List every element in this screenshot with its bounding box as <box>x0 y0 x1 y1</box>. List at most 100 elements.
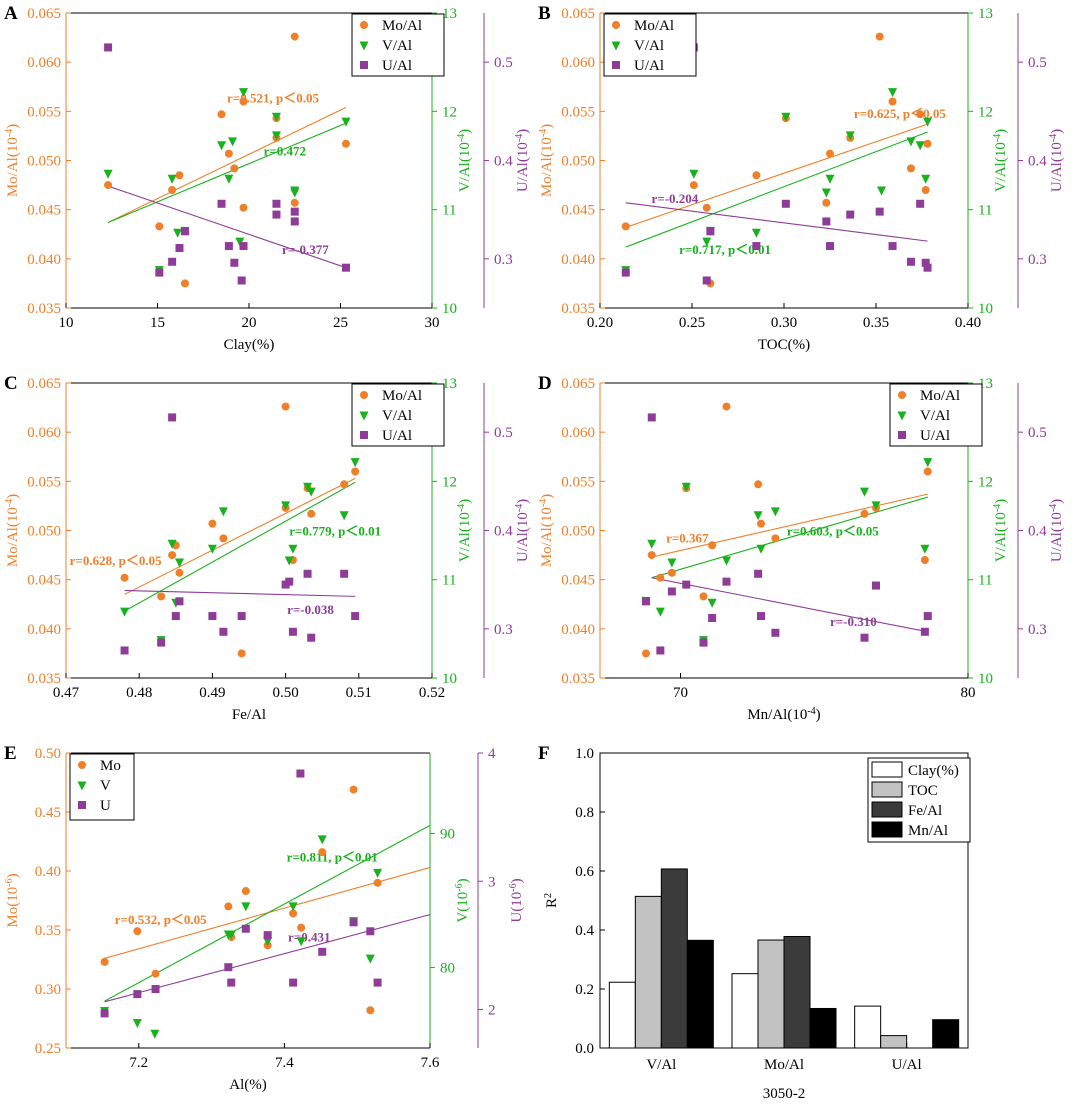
legend-label: U/Al <box>634 58 664 74</box>
y1-tick-label: 0.055 <box>561 474 595 490</box>
data-point <box>151 969 160 978</box>
y1-tick-label: 0.040 <box>27 622 61 638</box>
x-tick-label: V/Al <box>646 1057 676 1073</box>
y1-axis-label: Mo/Al(10-4) <box>538 124 556 197</box>
data-point <box>707 598 717 608</box>
y1-tick-label: 0.50 <box>35 746 61 762</box>
data-point <box>237 612 246 621</box>
data-point <box>100 1009 109 1018</box>
x-tick-label: 0.40 <box>955 315 981 331</box>
y2-tick-label: 11 <box>442 573 456 589</box>
data-point <box>151 985 160 993</box>
panel-label: F <box>538 743 550 764</box>
data-point <box>667 587 676 596</box>
y1-tick-label: 0.055 <box>561 104 595 120</box>
data-point <box>647 539 657 549</box>
data-point <box>100 957 109 966</box>
panel-a: A 10 15 20 25 30 Clay(%) 0.035 0.040 0.045 0.050 0.… <box>4 3 532 353</box>
fit-label: r=0.532, p＜0.05 <box>115 912 207 927</box>
data-point <box>157 638 166 647</box>
legend-swatch <box>871 821 903 838</box>
x-tick-label: 10 <box>59 315 74 331</box>
y3-tick-label: 0.3 <box>494 622 513 638</box>
fit-label: r=-0.377 <box>282 242 329 257</box>
legend-label: V/Al <box>634 38 664 54</box>
data-point <box>906 137 916 147</box>
y1-tick-label: 0.060 <box>561 55 595 71</box>
y1-tick-label: 0.065 <box>27 6 61 22</box>
y2-tick-label: 10 <box>978 301 993 317</box>
y1-tick-label: 0.040 <box>561 622 595 638</box>
bar <box>608 981 636 1049</box>
fit-label: r=0.367 <box>666 530 709 545</box>
data-point <box>365 954 375 964</box>
legend-marker <box>898 431 906 439</box>
x-tick-label: 70 <box>673 685 688 701</box>
data-point <box>219 534 228 543</box>
fit-line <box>107 185 347 269</box>
data-point <box>822 217 831 226</box>
data-point <box>821 188 831 198</box>
data-point <box>920 627 929 636</box>
data-point <box>647 551 656 560</box>
data-point <box>689 181 698 190</box>
y3-tick-label: 0.3 <box>1028 252 1047 268</box>
data-point <box>168 551 177 560</box>
data-point <box>290 32 299 41</box>
data-point <box>208 612 217 621</box>
data-point <box>825 174 835 184</box>
data-point <box>373 978 382 987</box>
y1-tick-label: 0.035 <box>561 301 595 317</box>
legend-marker <box>359 411 369 421</box>
data-point <box>307 509 316 518</box>
bar <box>854 1005 882 1049</box>
x-tick-label: 0.30 <box>771 315 797 331</box>
y3-axis-label: U/Al(10-4) <box>1048 499 1066 562</box>
y2-tick-label: 11 <box>442 203 456 219</box>
legend-label: Mo/Al <box>382 388 422 404</box>
data-point <box>366 927 375 936</box>
y1-tick-label: 0.40 <box>35 864 61 880</box>
data-point <box>373 868 383 878</box>
data-point <box>621 222 630 231</box>
data-point <box>656 573 665 582</box>
y1-axis-label: Mo/Al(10-4) <box>538 494 556 567</box>
data-point <box>872 581 880 590</box>
panel-d: D 70 80 Mn/Al(10-4) 0.035 0.040 0.045 0.050 0.05… <box>538 373 1066 723</box>
y3-tick-label: 0.3 <box>1028 622 1047 638</box>
legend-label: V/Al <box>382 38 412 54</box>
legend-marker <box>360 391 368 399</box>
data-point <box>175 568 184 577</box>
fit-line <box>651 493 928 558</box>
data-point <box>722 556 731 566</box>
y3-tick-label: 0.5 <box>494 55 513 71</box>
data-point <box>699 638 708 647</box>
data-point <box>290 186 300 196</box>
data-point <box>227 978 236 987</box>
y1-tick-label: 0.060 <box>561 425 595 441</box>
data-point <box>150 1029 160 1039</box>
data-point <box>285 577 294 586</box>
data-point <box>103 169 113 179</box>
y-axis-label: R2 <box>543 893 561 908</box>
bar <box>731 973 759 1049</box>
panel-label: C <box>4 373 18 394</box>
data-point <box>208 519 217 528</box>
fit-label: r=0.717, p＜0.01 <box>679 242 771 257</box>
y1-tick-label: 0.065 <box>561 376 595 392</box>
data-point <box>263 937 273 947</box>
y-tick-label: 0.0 <box>575 1041 594 1057</box>
data-point <box>290 207 299 216</box>
y-tick-label: 0.8 <box>575 805 594 821</box>
data-point <box>133 927 142 936</box>
data-point <box>846 210 855 219</box>
data-point <box>168 257 177 266</box>
legend-swatch <box>871 781 903 798</box>
y3-axis-label: U/Al(10-4) <box>1048 129 1066 192</box>
data-point <box>341 139 350 148</box>
legend-marker <box>612 21 620 29</box>
data-point <box>288 902 298 912</box>
x-tick-label: 0.47 <box>53 685 80 701</box>
data-point <box>667 568 676 577</box>
